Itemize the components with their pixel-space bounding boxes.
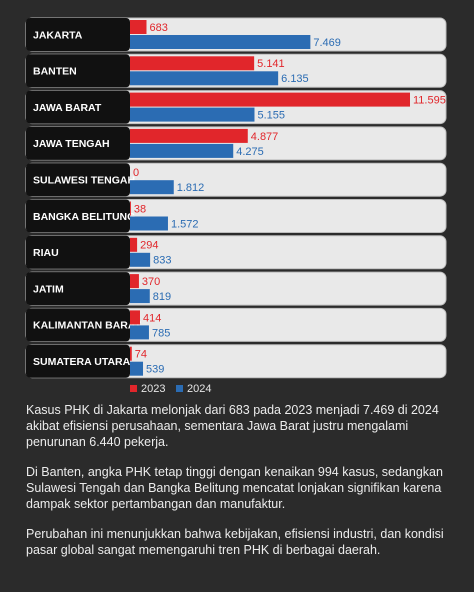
category-label: SULAWESI TENGAH — [33, 174, 135, 186]
value-label: 4.877 — [251, 131, 279, 143]
bar — [130, 92, 410, 107]
value-label: 370 — [142, 276, 160, 288]
notes: Kasus PHK di Jakarta melonjak dari 683 p… — [26, 402, 446, 572]
value-label: 539 — [146, 364, 164, 376]
label-box — [26, 18, 130, 51]
legend-swatch — [130, 385, 137, 392]
label-box — [26, 308, 130, 342]
category-label: SUMATERA UTARA — [33, 356, 131, 368]
category-label: JAKARTA — [33, 29, 83, 41]
legend-label: 2024 — [187, 383, 211, 395]
bar — [130, 71, 279, 86]
label-box — [26, 90, 130, 124]
legend-label: 2023 — [141, 383, 165, 395]
value-label: 5.155 — [257, 110, 285, 122]
value-label: 819 — [153, 291, 171, 303]
value-label: 683 — [149, 22, 167, 34]
label-box — [26, 54, 130, 88]
value-label: 7.469 — [313, 37, 341, 49]
value-label: 0 — [133, 167, 139, 179]
bar — [130, 56, 255, 71]
bar — [130, 201, 131, 216]
bar — [130, 35, 311, 49]
value-label: 4.275 — [236, 146, 264, 158]
value-label: 1.572 — [171, 218, 199, 230]
category-label: RIAU — [33, 247, 59, 259]
value-label: 1.812 — [177, 182, 205, 194]
value-label: 833 — [153, 255, 171, 267]
category-label: JAWA BARAT — [33, 102, 102, 114]
value-label: 74 — [135, 349, 147, 361]
label-box — [26, 163, 130, 197]
value-label: 6.135 — [281, 73, 309, 85]
bar — [130, 237, 138, 252]
note: Kasus PHK di Jakarta melonjak dari 683 p… — [26, 403, 439, 449]
bar — [130, 361, 144, 376]
category-label: KALIMANTAN BARAT — [33, 320, 142, 332]
category-label: JATIM — [33, 283, 64, 295]
value-label: 5.141 — [257, 58, 285, 70]
bar — [130, 20, 147, 34]
bar — [130, 107, 255, 122]
category-label: BANGKA BELITUNG — [33, 211, 135, 223]
value-label: 294 — [140, 240, 158, 252]
chart: JAKARTA 683 7.469 BANTEN 5.141 6.135 JAWA BARA… — [25, 17, 447, 395]
value-label: 38 — [134, 203, 146, 215]
label-box — [26, 272, 130, 306]
category-label: BANTEN — [33, 66, 77, 78]
bar — [130, 310, 140, 325]
value-label: 414 — [143, 312, 161, 324]
bar — [130, 216, 168, 231]
label-box — [26, 344, 130, 378]
bar — [130, 180, 174, 195]
value-label: 785 — [152, 327, 170, 339]
bar — [130, 128, 248, 143]
value-label: 11.595 — [413, 95, 446, 107]
label-box — [26, 126, 130, 160]
note: Di Banten, angka PHK tetap tinggi dengan… — [26, 465, 443, 511]
category-label: JAWA TENGAH — [33, 138, 110, 150]
bar — [130, 289, 150, 304]
bar — [130, 325, 149, 340]
bar — [130, 346, 132, 361]
legend-swatch — [176, 385, 183, 392]
label-box — [26, 235, 130, 269]
bar — [130, 274, 139, 289]
bar — [130, 252, 151, 267]
note: Perubahan ini menunjukkan bahwa kebijaka… — [26, 527, 444, 557]
bar — [130, 143, 234, 158]
label-box — [26, 199, 130, 233]
